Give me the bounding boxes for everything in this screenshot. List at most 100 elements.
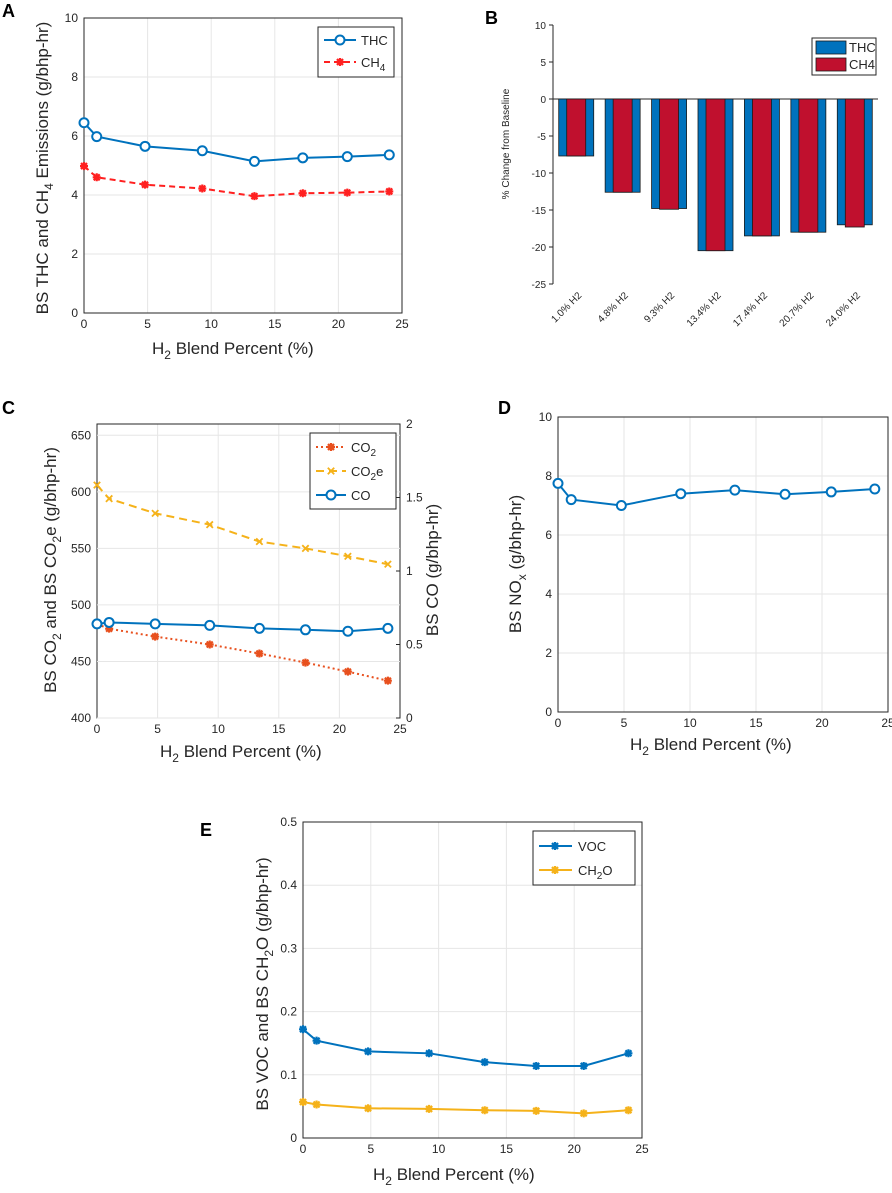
chart-c-co2e-point (384, 560, 392, 569)
chart-a-xtick-label: 15 (268, 317, 282, 331)
chart-e-ytick-label: 0 (290, 1131, 297, 1145)
chart-b-bar-ch4 (566, 98, 587, 157)
chart-c-ytick-label-right: 1.5 (406, 491, 423, 505)
chart-a-thc-point (383, 149, 395, 161)
chart-a-thc-point (341, 151, 353, 163)
chart-e-ch2o-point (532, 1106, 541, 1115)
chart-e-voc-point (425, 1049, 434, 1058)
chart-b-legend-label-ch4: CH4 (849, 57, 875, 72)
chart-c-legend-marker (325, 489, 337, 501)
chart-c-xtick-label: 25 (393, 722, 407, 736)
chart-b-ytick-label: -10 (532, 169, 547, 180)
chart-d-nox-point (779, 488, 791, 500)
chart-c-xtick-label: 15 (272, 722, 286, 736)
chart-a-xtick-label: 5 (144, 317, 151, 331)
chart-a-ytick-label: 10 (65, 11, 79, 25)
chart-c-co2-co: 0 5 10 15 20 25 400 450 500 550 600 650 0 0.5 1 1.5 2 CO2… (71, 417, 423, 736)
chart-e-xtick-label: 10 (432, 1142, 446, 1156)
chart-b-bar-ch4 (705, 98, 726, 252)
chart-d-axes-box (557, 416, 889, 713)
chart-a-ch4-point (250, 192, 259, 201)
chart-c-co-point (204, 619, 216, 631)
chart-a-ch4-point (385, 187, 394, 196)
chart-a-ch4-point (298, 189, 307, 198)
chart-c-legend-marker (327, 467, 335, 475)
chart-b-category-label: 1.0% H2 (549, 290, 584, 325)
chart-c-legend-box (309, 432, 397, 510)
chart-d-nox-point (825, 486, 837, 498)
chart-a-thc-point (139, 140, 151, 152)
chart-c-co-point (103, 616, 115, 628)
chart-b-legend-label-thc: THC (849, 40, 876, 55)
chart-c-legend-label-co2e: CO2e (351, 464, 383, 483)
chart-c-xtick-label: 10 (212, 722, 226, 736)
panel-letter-b: B (485, 8, 498, 28)
chart-b-ytick-label: 5 (540, 58, 546, 69)
chart-d-nox-point (675, 488, 687, 500)
chart-d-nox-point (552, 477, 564, 489)
chart-b-category-label: 4.8% H2 (596, 290, 631, 325)
chart-a-thc-point (78, 117, 90, 129)
chart-d-ytick-label: 0 (545, 705, 552, 719)
chart-a-ytick-label: 2 (71, 247, 78, 261)
chart-a-legend-marker (336, 58, 344, 66)
chart-a-ytick-label: 4 (71, 188, 78, 202)
chart-a-xtick-label: 20 (332, 317, 346, 331)
chart-e-series-voc-line (302, 1028, 629, 1067)
chart-e-legend-marker (551, 866, 559, 874)
chart-c-co2e-point (93, 481, 101, 489)
chart-e-ylabel: BS VOC and BS CH2O (g/bhp-hr) (253, 857, 276, 1110)
chart-e-voc-point (624, 1049, 633, 1058)
chart-d-xtick-label: 25 (881, 716, 892, 730)
panel-letter-c: C (2, 398, 15, 418)
chart-b-bar-ch4 (612, 98, 633, 193)
chart-a-ch4-point (141, 180, 150, 189)
chart-c-xlabel: H2 Blend Percent (%) (160, 742, 322, 765)
chart-c-xtick-label: 0 (94, 722, 101, 736)
chart-c-co2-point (151, 632, 160, 641)
chart-a-legend-label-ch4: CH4 (361, 55, 386, 74)
chart-d-series-nox-line (557, 482, 875, 507)
chart-c-co-point (299, 624, 311, 636)
chart-d-nox-point (729, 484, 741, 496)
chart-a-ch4-point (198, 184, 207, 193)
chart-d-xtick-label: 5 (621, 716, 628, 730)
chart-e-xtick-label: 15 (500, 1142, 514, 1156)
chart-c-ytick-label-left: 600 (71, 485, 91, 499)
chart-c-co2e-point (255, 537, 264, 546)
chart-c-co-point (91, 618, 103, 630)
chart-c-ytick-label-right: 1 (406, 564, 413, 578)
chart-b-ytick-label: -20 (532, 243, 547, 254)
chart-b-ytick-label: -25 (532, 280, 547, 291)
chart-c-ytick-label-right: 0 (406, 711, 413, 725)
chart-a-ch4-point (80, 162, 88, 171)
chart-b-bar-ch4 (844, 98, 865, 228)
chart-d-xtick-label: 15 (749, 716, 763, 730)
chart-c-co2-point (205, 640, 214, 649)
chart-d-nox-point (869, 483, 881, 495)
chart-e-xtick-label: 5 (367, 1142, 374, 1156)
chart-a-ylabel: BS THC and CH4 Emissions (g/bhp-hr) (33, 22, 56, 315)
chart-e-ch2o-point (480, 1106, 489, 1115)
chart-b-category-label: 20.7% H2 (778, 290, 817, 329)
chart-c-co-point (382, 622, 394, 634)
chart-e-ch2o-point (299, 1097, 307, 1106)
chart-e-xtick-label: 25 (635, 1142, 649, 1156)
chart-b-category-label: 24.0% H2 (824, 290, 863, 329)
chart-d-xtick-label: 10 (683, 716, 697, 730)
panel-letter-d: D (498, 398, 511, 418)
chart-e-xtick-label: 20 (568, 1142, 582, 1156)
chart-c-legend-marker (327, 443, 335, 451)
chart-c-co2-point (255, 649, 264, 658)
chart-e-legend-label-voc: VOC (578, 839, 606, 854)
chart-e-ytick-label: 0.1 (280, 1068, 297, 1082)
chart-d-xlabel: H2 Blend Percent (%) (630, 735, 792, 758)
chart-b-ytick-label: 0 (540, 95, 546, 106)
chart-b-category-label: 9.3% H2 (642, 290, 677, 325)
chart-e-ch2o-point (624, 1106, 633, 1115)
chart-e-legend-marker (551, 842, 559, 850)
chart-c-co2-point (301, 658, 310, 667)
chart-e-ch2o-point (579, 1109, 588, 1118)
chart-e-ytick-label: 0.5 (280, 815, 297, 829)
